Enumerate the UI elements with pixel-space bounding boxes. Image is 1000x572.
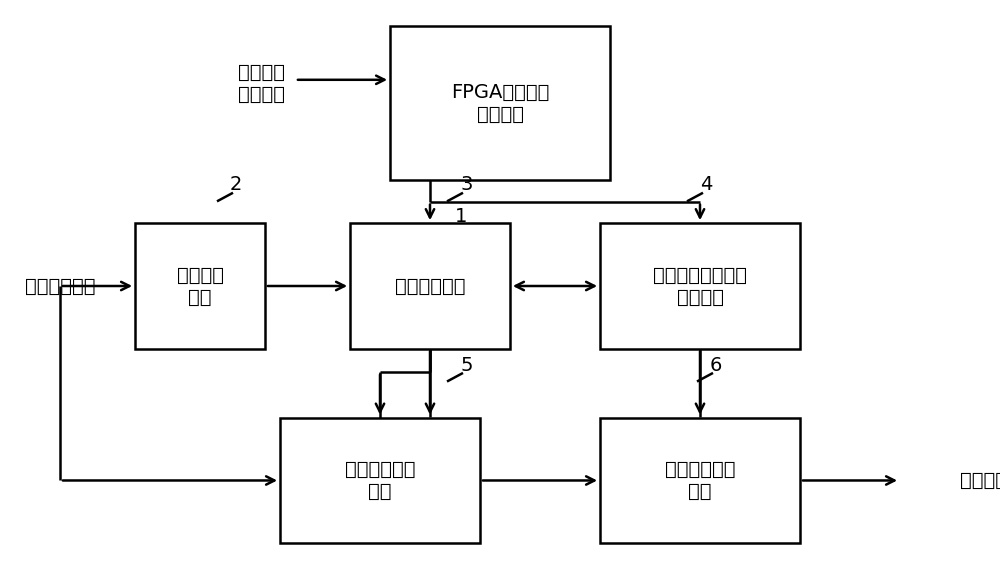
Text: FPGA时序逻辑
生成电路: FPGA时序逻辑 生成电路 [451, 82, 549, 124]
Text: 运动噪声采样时刻
产生电路: 运动噪声采样时刻 产生电路 [653, 265, 747, 307]
Text: 运动噪声去除
电路: 运动噪声去除 电路 [345, 460, 415, 501]
Text: 6: 6 [710, 356, 722, 375]
Text: 调理信号输出: 调理信号输出 [960, 471, 1000, 490]
Bar [600, 223, 800, 349]
Text: 2: 2 [230, 176, 242, 194]
Bar [135, 223, 265, 349]
Text: 5: 5 [460, 356, 473, 375]
Text: 3: 3 [460, 176, 472, 194]
Text: 同步触发
信号输入: 同步触发 信号输入 [238, 62, 285, 104]
Bar [350, 223, 510, 349]
Text: 采样保持电路: 采样保持电路 [395, 276, 465, 296]
Text: 时序程控放大
电路: 时序程控放大 电路 [665, 460, 735, 501]
Bar [390, 26, 610, 180]
Bar [280, 418, 480, 543]
Bar [600, 418, 800, 543]
Text: 1: 1 [455, 207, 467, 226]
Text: 4: 4 [700, 176, 712, 194]
Text: 接收信号输入: 接收信号输入 [25, 276, 96, 296]
Text: 低通滤波
电路: 低通滤波 电路 [176, 265, 224, 307]
